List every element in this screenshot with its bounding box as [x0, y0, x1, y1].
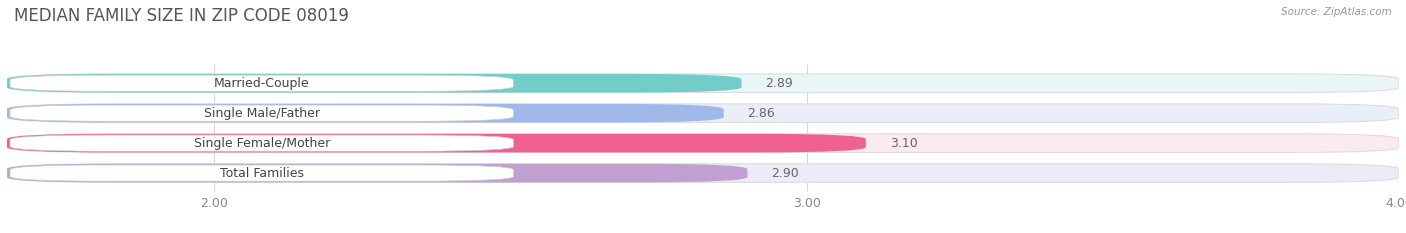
- Text: 2.90: 2.90: [770, 167, 799, 180]
- FancyBboxPatch shape: [7, 74, 741, 93]
- FancyBboxPatch shape: [7, 164, 748, 182]
- FancyBboxPatch shape: [7, 74, 1399, 93]
- Text: 3.10: 3.10: [890, 137, 917, 150]
- FancyBboxPatch shape: [7, 104, 724, 123]
- FancyBboxPatch shape: [7, 104, 1399, 123]
- Text: Married-Couple: Married-Couple: [214, 77, 309, 90]
- Text: Source: ZipAtlas.com: Source: ZipAtlas.com: [1281, 7, 1392, 17]
- Text: 2.86: 2.86: [748, 107, 775, 120]
- Text: 2.89: 2.89: [765, 77, 793, 90]
- Text: MEDIAN FAMILY SIZE IN ZIP CODE 08019: MEDIAN FAMILY SIZE IN ZIP CODE 08019: [14, 7, 349, 25]
- Text: Single Male/Father: Single Male/Father: [204, 107, 319, 120]
- Text: Total Families: Total Families: [219, 167, 304, 180]
- FancyBboxPatch shape: [10, 165, 513, 181]
- FancyBboxPatch shape: [10, 105, 513, 121]
- FancyBboxPatch shape: [10, 75, 513, 91]
- FancyBboxPatch shape: [10, 135, 513, 151]
- FancyBboxPatch shape: [7, 164, 1399, 182]
- Text: Single Female/Mother: Single Female/Mother: [194, 137, 330, 150]
- FancyBboxPatch shape: [7, 134, 1399, 152]
- FancyBboxPatch shape: [7, 134, 866, 152]
